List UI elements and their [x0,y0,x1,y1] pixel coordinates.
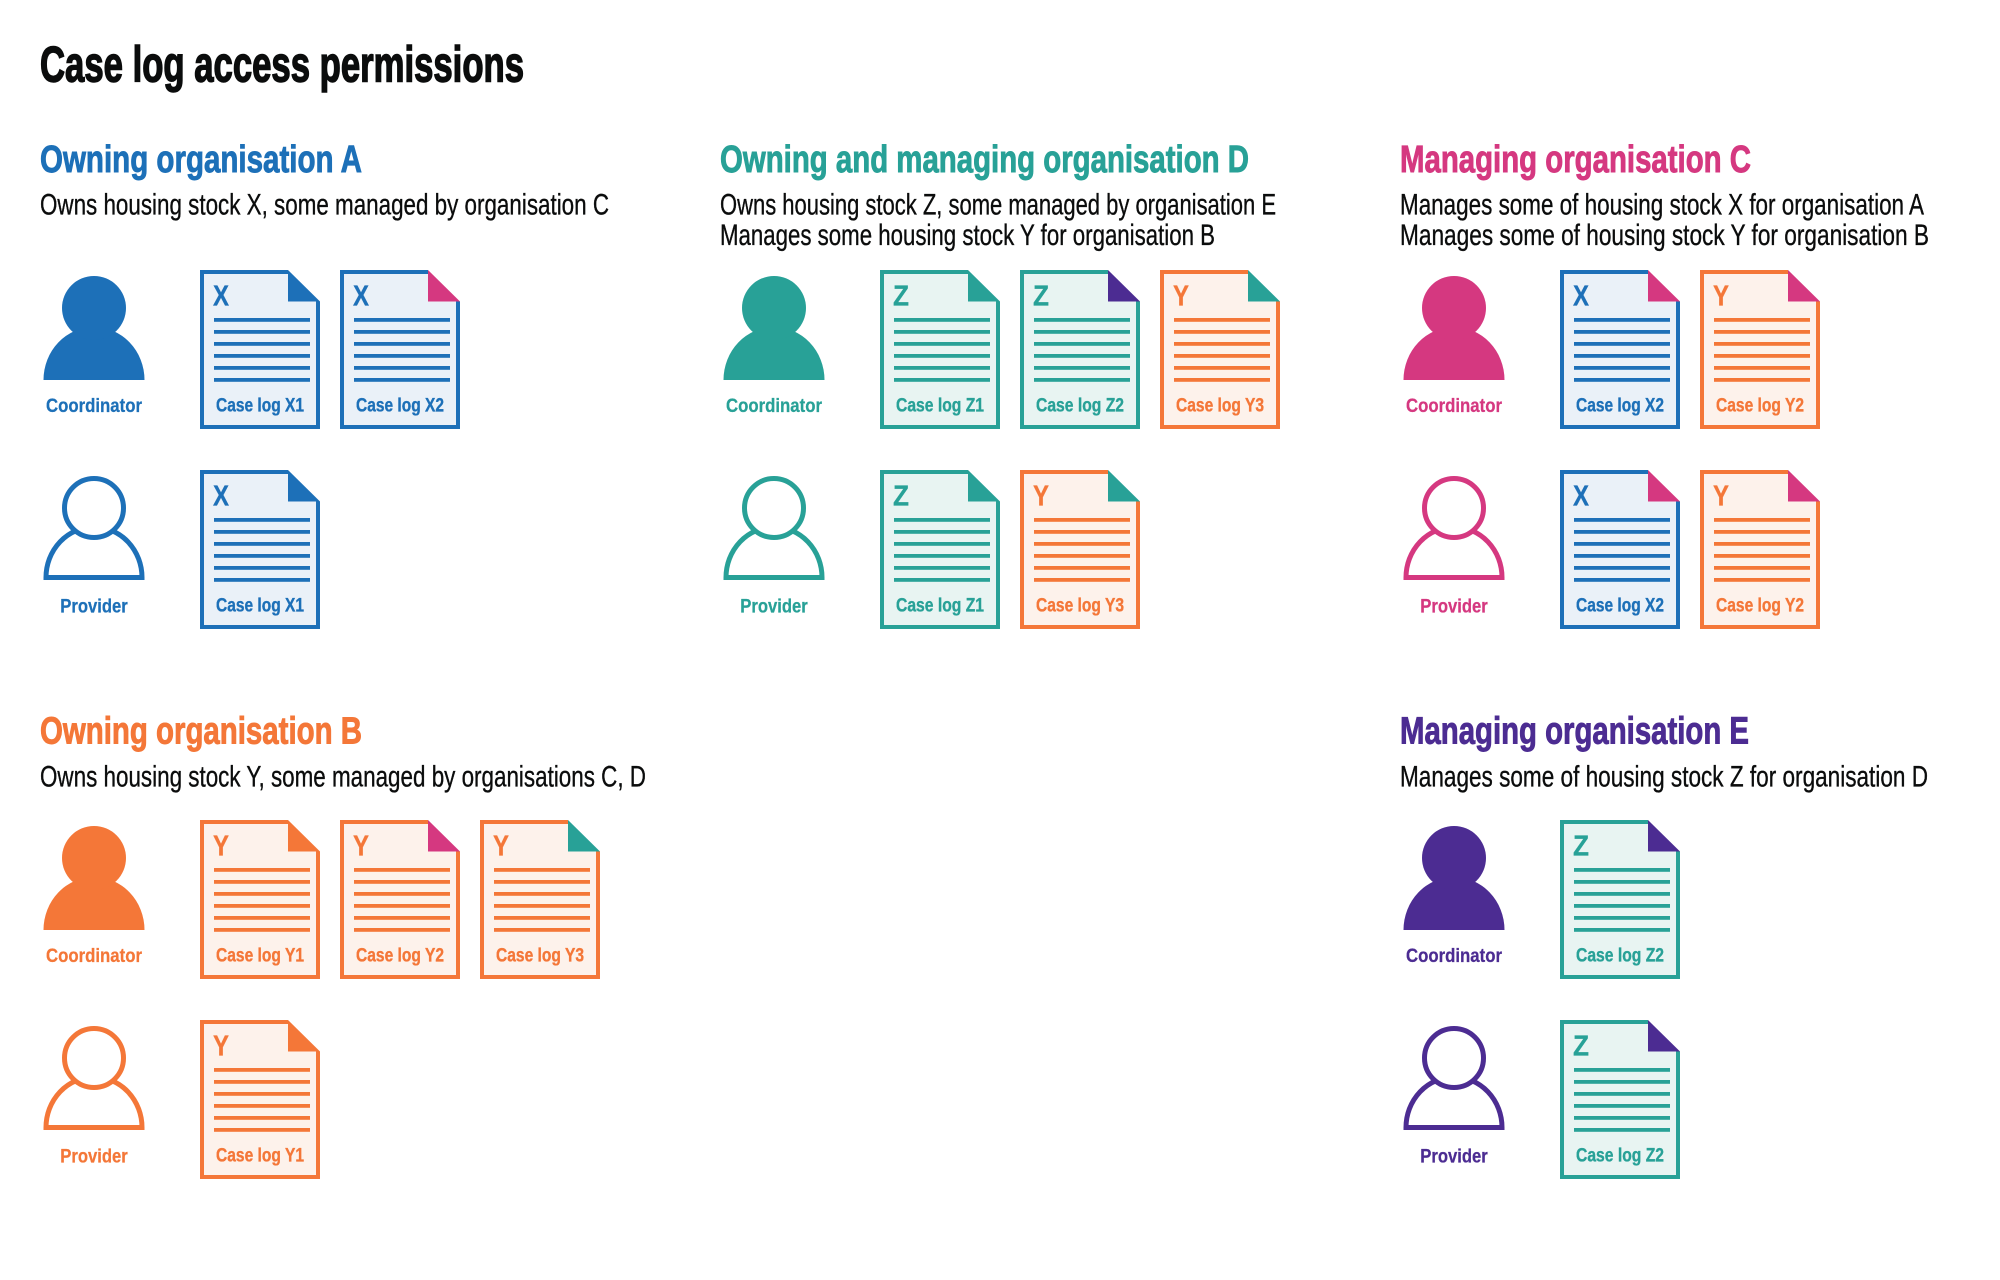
svg-text:Owning organisation A: Owning organisation A [40,139,362,181]
svg-text:Coordinator: Coordinator [726,396,823,417]
svg-text:Y: Y [1713,481,1729,513]
svg-text:Case log Y3: Case log Y3 [1036,596,1124,617]
svg-text:Owning organisation B: Owning organisation B [40,710,362,752]
svg-text:Case log Y2: Case log Y2 [1716,596,1804,617]
svg-text:Provider: Provider [60,597,128,618]
svg-text:Coordinator: Coordinator [1406,396,1503,417]
svg-text:Case log Y2: Case log Y2 [1716,396,1804,417]
svg-text:Y: Y [213,831,229,863]
svg-text:Case log X1: Case log X1 [216,396,304,417]
svg-text:Case log Y1: Case log Y1 [216,946,304,967]
svg-text:Y: Y [1033,481,1049,513]
svg-text:Manages some housing stock Y f: Manages some housing stock Y for organis… [720,219,1215,252]
svg-text:Case log X1: Case log X1 [216,596,304,617]
svg-text:X: X [353,281,369,313]
svg-text:X: X [213,281,229,313]
svg-text:Provider: Provider [740,597,808,618]
svg-text:Case log X2: Case log X2 [1576,596,1664,617]
svg-text:Y: Y [353,831,369,863]
svg-text:Manages some of housing stock: Manages some of housing stock Z for orga… [1400,760,1928,793]
svg-text:Z: Z [893,481,909,513]
svg-text:Coordinator: Coordinator [46,396,143,417]
svg-text:Manages some of housing stock: Manages some of housing stock X for orga… [1400,189,1924,222]
svg-text:Owns housing stock Z, some man: Owns housing stock Z, some managed by or… [720,189,1276,222]
svg-text:X: X [1573,281,1589,313]
svg-text:Z: Z [1033,281,1049,313]
svg-text:Case log X2: Case log X2 [356,396,444,417]
svg-text:Case log Y3: Case log Y3 [496,946,584,967]
svg-text:Y: Y [493,831,509,863]
svg-text:Owns housing stock Y, some man: Owns housing stock Y, some managed by or… [40,760,646,793]
svg-text:Owns housing stock X, some man: Owns housing stock X, some managed by or… [40,189,609,222]
svg-text:Case log Z1: Case log Z1 [896,396,984,417]
svg-text:Case log Y3: Case log Y3 [1176,396,1264,417]
svg-text:Case log Z2: Case log Z2 [1576,1146,1664,1167]
svg-text:Case log Z1: Case log Z1 [896,596,984,617]
svg-text:X: X [1573,481,1589,513]
svg-text:Coordinator: Coordinator [1406,946,1503,967]
svg-text:Coordinator: Coordinator [46,946,143,967]
svg-text:Manages some of housing stock: Manages some of housing stock Y for orga… [1400,219,1929,252]
svg-text:Provider: Provider [60,1147,128,1168]
svg-text:Y: Y [213,1031,229,1063]
svg-text:Case log access permissions: Case log access permissions [40,37,524,93]
svg-text:Z: Z [1573,831,1589,863]
svg-text:Provider: Provider [1420,597,1488,618]
svg-text:Case log Z2: Case log Z2 [1576,946,1664,967]
svg-text:Z: Z [1573,1031,1589,1063]
svg-text:Z: Z [893,281,909,313]
svg-text:Case log Y2: Case log Y2 [356,946,444,967]
svg-text:Y: Y [1173,281,1189,313]
svg-text:Case log X2: Case log X2 [1576,396,1664,417]
svg-text:Managing organisation E: Managing organisation E [1400,710,1749,752]
svg-text:Provider: Provider [1420,1147,1488,1168]
svg-text:Case log Z2: Case log Z2 [1036,396,1124,417]
svg-text:Owning and managing organisati: Owning and managing organisation D [720,139,1249,181]
svg-text:X: X [213,481,229,513]
svg-text:Case log Y1: Case log Y1 [216,1146,304,1167]
svg-text:Y: Y [1713,281,1729,313]
svg-text:Managing organisation C: Managing organisation C [1400,139,1751,181]
